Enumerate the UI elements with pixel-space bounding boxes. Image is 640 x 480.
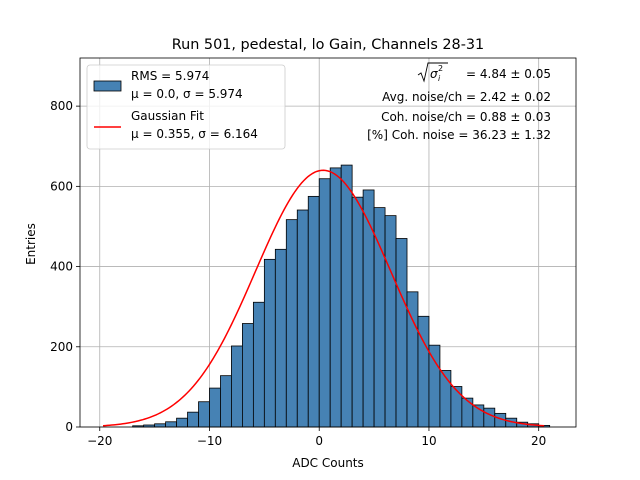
histogram-bar	[252, 301, 265, 428]
y-tick-label: 800	[50, 99, 73, 113]
y-tick-label: 400	[50, 260, 73, 274]
chart-title: Run 501, pedestal, lo Gain, Channels 28-…	[172, 37, 484, 53]
svg-text:σ: σ	[430, 67, 438, 81]
legend-box	[86, 64, 286, 150]
svg-text:2: 2	[438, 64, 443, 73]
histogram-bar	[242, 323, 254, 428]
histogram-bar	[428, 344, 441, 428]
histogram-bar	[318, 178, 331, 428]
histogram-bar	[329, 167, 342, 428]
x-axis-ticks: −20 −10 0 10 20	[87, 427, 546, 448]
y-tick-label: 200	[50, 340, 73, 354]
histogram-bar	[285, 219, 298, 428]
gaussian-fit-curve	[102, 169, 545, 427]
x-axis-label: ADC Counts	[292, 456, 364, 470]
histogram-bar	[307, 195, 320, 428]
y-axis-label: Entries	[24, 223, 38, 265]
legend-fit-label: Gaussian Fit	[131, 109, 204, 123]
histogram-bar	[351, 196, 364, 428]
histogram-bar	[220, 375, 232, 428]
noise-annotations: σ i 2 = 4.84 ± 0.05 Avg. noise/ch = 2.42…	[367, 62, 551, 142]
coh-noise-text: Coh. noise/ch = 0.88 ± 0.03	[381, 110, 551, 124]
histogram-bar	[165, 421, 177, 428]
histogram-bar	[263, 258, 276, 428]
y-axis-ticks: 0 200 400 600 800	[50, 99, 80, 434]
plot-frame	[79, 57, 577, 428]
histogram-bar	[439, 370, 452, 428]
legend-rms-label: RMS = 5.974	[131, 69, 209, 83]
histogram-bar	[231, 345, 243, 428]
histogram-bar	[384, 215, 397, 428]
x-tick-label: 20	[531, 434, 546, 448]
x-tick-label: −20	[87, 434, 112, 448]
histogram-bar	[176, 417, 188, 428]
histogram-bar	[198, 401, 210, 428]
legend-fit-stats: μ = 0.355, σ = 6.164	[131, 127, 258, 141]
legend-rms-stats: μ = 0.0, σ = 5.974	[131, 87, 243, 101]
histogram-bar	[450, 386, 463, 428]
histogram-bar	[154, 423, 166, 428]
histogram-bar	[340, 164, 353, 428]
legend: RMS = 5.974 μ = 0.0, σ = 5.974 Gaussian …	[86, 64, 286, 150]
sqrt-sigma-symbol: σ i 2	[417, 62, 448, 83]
y-tick-label: 600	[50, 179, 73, 193]
x-tick-label: 0	[315, 434, 323, 448]
histogram-bar	[296, 209, 309, 428]
histogram-bar	[395, 238, 408, 428]
legend-rms-patch	[93, 80, 122, 92]
histogram-bar	[373, 207, 386, 428]
x-tick-label: −10	[197, 434, 222, 448]
histogram-bar	[274, 248, 287, 428]
histogram-bar	[209, 387, 221, 428]
histogram-bar	[187, 411, 199, 428]
coh-noise-pct-text: [%] Coh. noise = 36.23 ± 1.32	[367, 128, 551, 142]
y-tick-label: 0	[65, 420, 73, 434]
x-tick-label: 10	[421, 434, 436, 448]
histogram-bar	[362, 189, 375, 428]
histogram-bar	[461, 397, 474, 428]
sqrt-sigma-value: = 4.84 ± 0.05	[466, 67, 551, 81]
svg-text:i: i	[438, 74, 441, 83]
avg-noise-text: Avg. noise/ch = 2.42 ± 0.02	[382, 90, 551, 104]
histogram-bars	[132, 164, 551, 428]
histogram-bar	[483, 407, 496, 428]
